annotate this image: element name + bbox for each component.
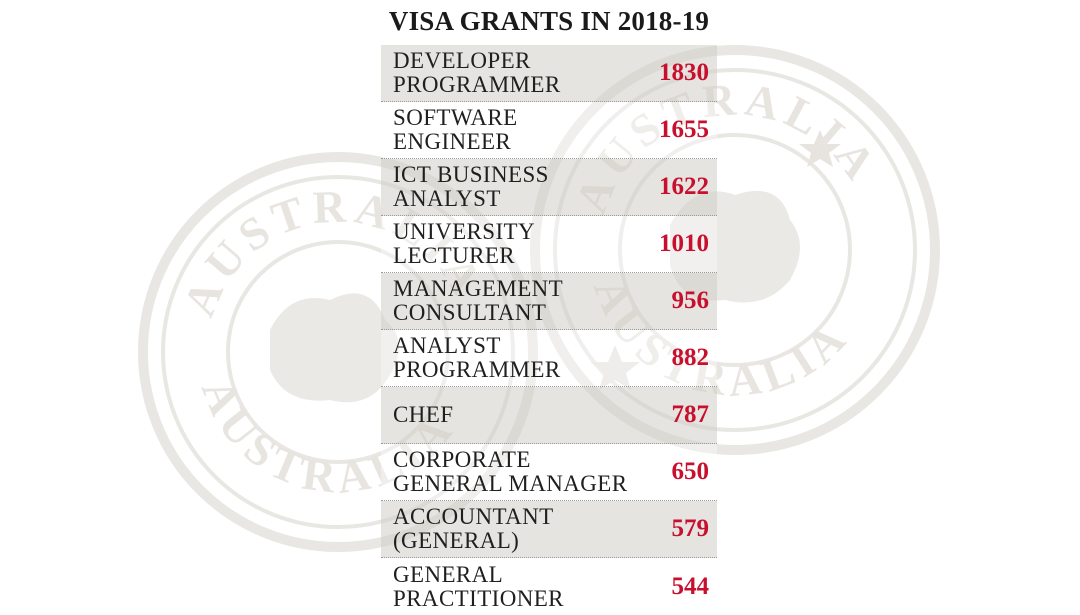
table-row: ACCOUNTANT (GENERAL) 579 <box>381 501 717 558</box>
table-row: DEVELOPER PROGRAMMER 1830 <box>381 45 717 102</box>
visa-grant-count: 787 <box>671 401 710 428</box>
occupation-label: CORPORATE GENERAL MANAGER <box>393 447 628 496</box>
occupation-label: SOFTWARE ENGINEER <box>393 105 518 154</box>
visa-grant-count: 650 <box>671 458 710 485</box>
occupation-label: DEVELOPER PROGRAMMER <box>393 48 561 97</box>
chart-title: VISA GRANTS IN 2018-19 <box>388 6 710 36</box>
occupation-label: CHEF <box>393 402 454 427</box>
occupation-label: MANAGEMENT CONSULTANT <box>393 276 564 325</box>
table-row: CHEF 787 <box>381 387 717 444</box>
visa-grant-count: 544 <box>671 572 710 600</box>
table-row: GENERAL PRACTITIONER 544 <box>381 558 717 615</box>
table-row: UNIVERSITY LECTURER 1010 <box>381 216 717 273</box>
table-row: ANALYST PROGRAMMER 882 <box>381 330 717 387</box>
occupation-label: ICT BUSINESS ANALYST <box>393 162 549 211</box>
visa-grant-count: 1010 <box>659 230 709 257</box>
occupation-label: ACCOUNTANT (GENERAL) <box>393 504 554 553</box>
visa-grant-count: 1830 <box>659 59 709 86</box>
visa-grant-count: 882 <box>671 344 710 371</box>
visa-grant-count: 956 <box>671 287 710 314</box>
table-row: MANAGEMENT CONSULTANT 956 <box>381 273 717 330</box>
occupation-label: GENERAL PRACTITIONER <box>393 561 564 611</box>
occupation-label: ANALYST PROGRAMMER <box>393 333 561 382</box>
table-row: ICT BUSINESS ANALYST 1622 <box>381 159 717 216</box>
occupation-label: UNIVERSITY LECTURER <box>393 219 535 268</box>
table-row: CORPORATE GENERAL MANAGER 650 <box>381 444 717 501</box>
table-row: SOFTWARE ENGINEER 1655 <box>381 102 717 159</box>
visa-grant-count: 1655 <box>659 116 709 143</box>
visa-grants-table: DEVELOPER PROGRAMMER 1830 SOFTWARE ENGINEE… <box>381 45 717 615</box>
visa-grant-count: 579 <box>671 515 710 542</box>
visa-grant-count: 1622 <box>659 173 709 200</box>
